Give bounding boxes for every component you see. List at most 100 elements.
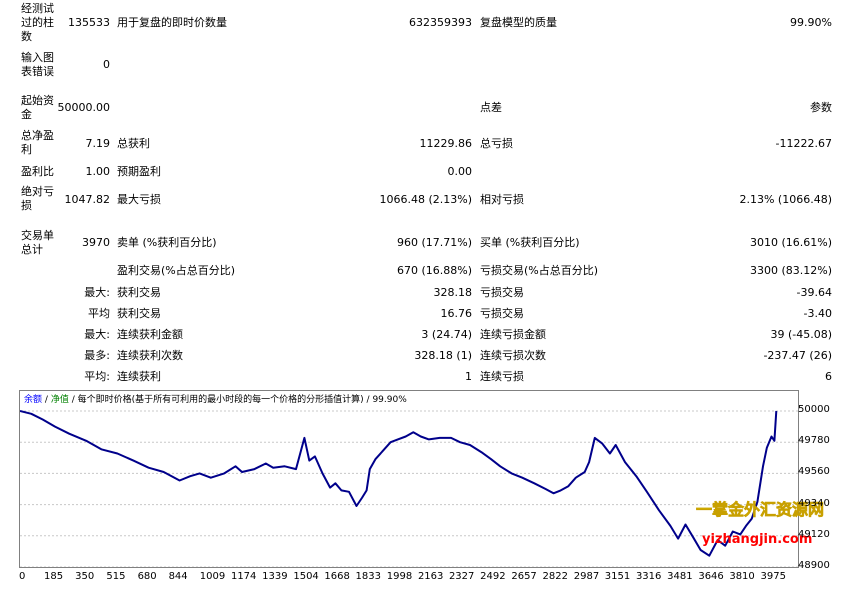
profit-factor-label: 盈利比 (21, 165, 54, 178)
x-tick-label-15: 2492 (480, 571, 506, 582)
y-tick-label-2: 49560 (798, 466, 830, 478)
largest-profit-value: 328.18 (433, 286, 473, 299)
short-trades-value: 960 (17.71%) (396, 236, 472, 249)
average-label: 平均 (88, 307, 110, 320)
gross-profit-value: 11229.86 (419, 137, 473, 150)
legend-balance: 余额 (24, 395, 43, 405)
consec-losses-money-label: 连续亏损金额 (480, 328, 546, 341)
most-label: 最多: (84, 349, 110, 362)
balance-chart: 余额 / 净值 / 每个即时价格(基于所有可利用的最小时段的每一个价格的分形插值… (19, 390, 824, 568)
abs-drawdown-value: 1047.82 (64, 193, 111, 206)
y-tick-label-1: 49780 (798, 435, 830, 447)
net-profit-value: 7.19 (85, 137, 111, 150)
legend-separator: / (44, 395, 48, 405)
x-tick-label-6: 1009 (199, 571, 226, 582)
x-tick-label-16: 2657 (511, 571, 537, 582)
long-trades-value: 3010 (16.61%) (749, 236, 832, 249)
spread-label: 点差 (480, 101, 502, 114)
legend-separator-3: / (366, 395, 370, 405)
avg-loss-label: 亏损交易 (480, 307, 524, 320)
profit-trades-value: 670 (16.88%) (396, 264, 472, 277)
x-tick-label-12: 1998 (386, 571, 413, 582)
y-tick-label-0: 50000 (798, 404, 830, 415)
short-trades-label: 卖单 (%获利百分比) (117, 236, 217, 249)
x-tick-label-19: 3151 (604, 571, 631, 582)
avg-consec-wins-value: 1 (465, 370, 472, 383)
largest-loss-label: 亏损交易 (480, 286, 524, 299)
deposit-label: 起始资金 (21, 94, 54, 121)
x-tick-label-20: 3316 (635, 571, 662, 582)
x-tick-label-22: 3646 (698, 571, 724, 582)
x-tick-label-1: 185 (43, 571, 64, 582)
gross-loss-value: -11222.67 (775, 137, 832, 150)
legend-quality: 99.90% (372, 395, 407, 405)
x-tick-label-10: 1668 (324, 571, 350, 582)
x-tick-label-24: 3975 (760, 571, 786, 582)
legend-equity: 净值 (50, 395, 69, 405)
x-tick-label-23: 3810 (729, 571, 755, 582)
net-profit-label: 总净盈利 (21, 129, 54, 156)
chart-plot (20, 410, 798, 567)
y-tick-label-3: 49340 (798, 497, 830, 509)
balance-series-line (20, 410, 778, 557)
x-tick-label-21: 3481 (667, 571, 693, 582)
chart-legend: 余额 / 净值 / 每个即时价格(基于所有可利用的最小时段的每一个价格的分形插值… (24, 393, 407, 407)
legend-description: 每个即时价格(基于所有可利用的最小时段的每一个价格的分形插值计算) (77, 395, 364, 405)
loss-trades-value: 3300 (83.12%) (749, 264, 832, 277)
x-tick-label-2: 350 (75, 571, 95, 582)
params-label: 参数 (810, 101, 832, 114)
total-trades-value: 3970 (82, 236, 110, 249)
errors-value: 0 (103, 58, 110, 71)
watermark-logo-text: 一掌金外汇资源网 (696, 500, 825, 519)
gross-loss-label: 总亏损 (480, 137, 513, 150)
max-label: 最大: (84, 328, 110, 341)
loss-trades-label: 亏损交易(%占总百分比) (480, 264, 599, 277)
x-tick-label-0: 0 (19, 571, 26, 582)
quality-label: 复盘模型的质量 (480, 16, 557, 29)
avg-loss-value: -3.40 (803, 307, 832, 320)
long-trades-label: 买单 (%获利百分比) (480, 236, 580, 249)
x-tick-label-17: 2822 (542, 571, 568, 582)
rel-drawdown-label: 相对亏损 (480, 193, 524, 206)
x-tick-label-5: 844 (168, 571, 188, 582)
largest-label: 最大: (84, 286, 110, 299)
profit-trades-label: 盈利交易(%占总百分比) (117, 264, 236, 277)
x-tick-label-7: 1174 (230, 571, 257, 582)
x-tick-label-11: 1833 (355, 571, 381, 582)
consec-profit-count-label: 连续获利次数 (117, 349, 183, 362)
ticks-value: 632359393 (409, 16, 472, 29)
gross-profit-label: 总获利 (117, 137, 150, 150)
y-tick-label-4: 49120 (798, 528, 830, 540)
bars-value: 135533 (68, 16, 110, 29)
x-tick-label-18: 2987 (573, 571, 600, 582)
rel-drawdown-value: 2.13% (1066.48) (739, 193, 832, 206)
expected-payoff-value: 0.00 (447, 165, 473, 178)
avg-consec-wins-label: 连续获利 (117, 370, 161, 383)
avg-profit-label: 获利交易 (117, 307, 161, 320)
watermark-url: yizhangjin.com (702, 532, 813, 547)
ticks-label: 用于复盘的即时价数量 (117, 16, 227, 29)
x-tick-label-3: 515 (106, 571, 126, 582)
expected-payoff-label: 预期盈利 (117, 165, 161, 178)
largest-loss-value: -39.64 (796, 286, 832, 299)
bars-label: 经测试过的柱数 (21, 2, 54, 43)
legend-separator-2: / (71, 395, 75, 405)
deposit-value: 50000.00 (57, 101, 111, 114)
consec-profit-count-value: 328.18 (1) (414, 349, 472, 362)
y-tick-label-5: 48900 (798, 560, 830, 571)
max-drawdown-label: 最大亏损 (117, 193, 161, 206)
x-tick-label-8: 1339 (262, 571, 288, 582)
consec-losses-money-value: 39 (-45.08) (770, 328, 832, 341)
profit-factor-value: 1.00 (85, 165, 111, 178)
avg-consec-losses-value: 6 (825, 370, 832, 383)
avg-consec-losses-label: 连续亏损 (480, 370, 524, 383)
abs-drawdown-label: 绝对亏损 (21, 185, 54, 212)
avg2-label: 平均: (84, 370, 110, 383)
consec-loss-count-label: 连续亏损次数 (480, 349, 546, 362)
avg-profit-value: 16.76 (440, 307, 473, 320)
x-tick-label-4: 680 (137, 571, 157, 582)
x-tick-label-9: 1504 (293, 571, 319, 582)
x-tick-label-14: 2327 (448, 571, 475, 582)
consec-wins-money-label: 连续获利金额 (117, 328, 183, 341)
consec-wins-money-value: 3 (24.74) (421, 328, 472, 341)
